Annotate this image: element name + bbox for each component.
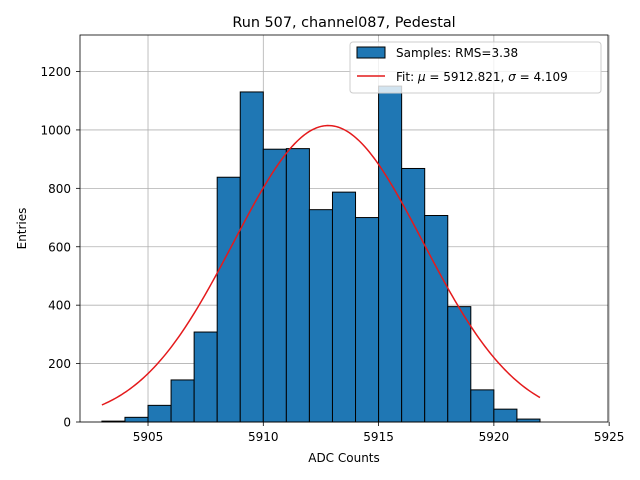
histogram-bar (470, 389, 495, 423)
y-tick-label: 1000 (40, 123, 71, 137)
histogram-bar (493, 408, 518, 423)
histogram-bar (331, 191, 357, 423)
legend-mu-value: = 5912.821, (426, 70, 509, 84)
x-tick-label: 5915 (363, 430, 394, 444)
histogram-bar (262, 148, 287, 423)
x-tick-label: 5920 (479, 430, 510, 444)
histogram-bar (285, 148, 310, 423)
histogram-bar (401, 167, 426, 423)
histogram-bar (424, 215, 449, 423)
legend-sigma-symbol: σ (508, 70, 516, 84)
legend-sigma-value: = 4.109 (516, 70, 568, 84)
y-tick-label: 1200 (40, 65, 71, 79)
x-tick-label: 5910 (248, 430, 279, 444)
histogram-bar (378, 85, 403, 423)
histogram-bar (447, 306, 472, 423)
histogram-bar (216, 176, 241, 423)
histogram-bar (355, 217, 380, 423)
legend-box (349, 41, 602, 94)
x-tick-label: 5925 (594, 430, 625, 444)
y-tick-label: 800 (48, 182, 71, 196)
legend: Samples: RMS=3.38 Fit: μ = 5912.821, σ =… (349, 41, 602, 94)
histogram-bar (193, 331, 218, 423)
y-tick-label: 200 (48, 357, 71, 371)
histogram-bars (101, 85, 541, 423)
histogram-bar (124, 416, 149, 423)
histogram-bar (516, 418, 541, 423)
y-axis-label: Entries (15, 208, 29, 250)
histogram-bar (170, 379, 195, 423)
x-tick-label: 5905 (133, 430, 164, 444)
y-axis-ticks: 0 200 400 600 800 1000 1200 (40, 65, 80, 430)
y-tick-label: 600 (48, 240, 71, 254)
chart-title: Run 507, channel087, Pedestal (232, 15, 455, 31)
legend-samples-label: Samples: RMS=3.38 (396, 46, 518, 60)
histogram-bar (308, 209, 333, 423)
x-axis-ticks: 5905 5910 5915 5920 5925 (133, 422, 625, 444)
legend-mu-symbol: μ (417, 70, 426, 84)
y-tick-label: 0 (63, 416, 71, 430)
x-axis-label: ADC Counts (308, 451, 380, 465)
legend-samples-swatch (356, 46, 386, 59)
y-tick-label: 400 (48, 299, 71, 313)
plot-frame (79, 34, 609, 423)
histogram-bar (239, 91, 264, 423)
histogram-bar (147, 404, 172, 423)
legend-fit-label: Fit: μ = 5912.821, σ = 4.109 (396, 70, 568, 84)
fit-curve (101, 124, 541, 406)
legend-fit-prefix: Fit: (396, 70, 418, 84)
